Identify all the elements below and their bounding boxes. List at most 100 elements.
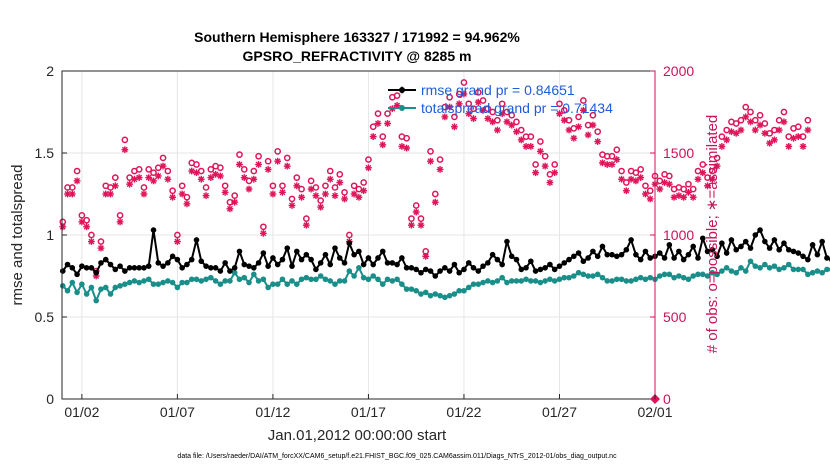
possible-obs-point	[264, 157, 272, 165]
possible-obs-point	[446, 93, 453, 101]
rmse-point	[738, 243, 744, 250]
assimilated-obs-point	[737, 126, 745, 134]
totalspread-point	[776, 266, 782, 273]
totalspread-point	[212, 278, 219, 284]
rmse-point	[203, 263, 209, 269]
rmse-point	[575, 250, 582, 256]
assimilated-obs-stroke	[336, 179, 343, 186]
rmse-point	[757, 227, 763, 233]
assimilated-obs-point	[259, 229, 267, 237]
assimilated-obs-stroke	[59, 223, 66, 230]
possible-obs-point	[551, 161, 559, 168]
assimilated-obs-stroke	[375, 120, 381, 127]
assimilated-obs-stroke	[461, 91, 467, 97]
assimilated-obs-point	[207, 174, 215, 181]
assimilated-obs-point	[570, 134, 578, 142]
possible-obs-point	[804, 116, 812, 124]
rmse-point	[260, 250, 267, 256]
possible-obs-point	[97, 238, 105, 245]
assimilated-obs-stroke	[508, 122, 515, 129]
rmse-point	[217, 268, 224, 274]
assimilated-obs-stroke	[709, 176, 716, 183]
possible-obs-point	[541, 152, 549, 160]
totalspread-point	[389, 278, 396, 284]
assimilated-obs-point	[369, 133, 377, 140]
totalspread-point	[279, 276, 286, 283]
totalspread-point	[680, 274, 687, 281]
possible-obs-point	[718, 133, 726, 140]
totalspread-point	[174, 284, 181, 291]
assimilated-obs-stroke	[503, 118, 510, 125]
assimilated-obs-stroke	[236, 161, 243, 168]
totalspread-point	[336, 278, 343, 284]
possible-obs-point	[250, 167, 258, 175]
assimilated-obs-point	[642, 190, 649, 198]
assimilated-obs-stroke	[64, 191, 71, 197]
totalspread-point	[470, 281, 477, 288]
rmse-point	[714, 253, 720, 260]
totalspread-point	[112, 284, 119, 291]
possible-obs-point	[298, 185, 305, 193]
totalspread-point	[585, 273, 591, 279]
assimilated-obs-point	[718, 143, 726, 150]
assimilated-obs-point	[565, 126, 573, 134]
assimilated-obs-stroke	[666, 181, 673, 188]
rmse-point	[227, 268, 233, 274]
assimilated-obs-point	[331, 192, 339, 200]
rmse-point	[805, 256, 811, 263]
assimilated-obs-point	[527, 143, 535, 150]
tick-label-x: 01/22	[446, 404, 481, 420]
possible-obs-point	[589, 111, 597, 119]
totalspread-point	[203, 276, 209, 283]
rmse-point	[504, 238, 510, 245]
possible-obs-point	[460, 79, 468, 86]
series-layer	[59, 79, 830, 404]
tick-label-right: 500	[663, 309, 687, 325]
rmse-point	[122, 268, 128, 274]
possible-obs-point	[274, 148, 282, 155]
rmse-point	[475, 268, 482, 274]
assimilated-obs-point	[202, 192, 210, 200]
totalspread-point	[64, 287, 71, 294]
totalspread-point	[633, 276, 639, 283]
assimilated-obs-point	[288, 202, 296, 209]
assimilated-obs-stroke	[714, 163, 721, 170]
possible-obs-point	[121, 136, 129, 144]
assimilated-obs-stroke	[728, 128, 735, 135]
bottom-axis: 01/02 01/07 01/12 01/17 01/22 01/27 02/01	[64, 394, 673, 420]
tick-label-left: 1.5	[35, 145, 55, 161]
totalspread-point	[465, 284, 472, 291]
rmse-point	[88, 265, 95, 271]
assimilated-obs-point	[579, 106, 587, 114]
rmse-point	[585, 255, 591, 261]
assimilated-obs-point	[713, 162, 721, 170]
assimilated-obs-point	[689, 193, 697, 201]
assimilated-obs-point	[341, 195, 348, 203]
legend-rmse-marker-dot	[399, 87, 405, 93]
assimilated-obs-stroke	[408, 222, 415, 229]
possible-obs-point	[288, 195, 296, 203]
rmse-point	[766, 245, 773, 251]
assimilated-obs-point	[317, 203, 325, 211]
possible-obs-point	[689, 185, 697, 193]
assimilated-obs-stroke	[250, 176, 257, 183]
assimilated-obs-point	[508, 121, 516, 129]
totalspread-point	[102, 284, 109, 291]
assimilated-obs-point	[231, 198, 239, 206]
rmse-point	[389, 260, 396, 266]
possible-obs-point	[608, 152, 616, 160]
totalspread-point	[227, 278, 233, 284]
assimilated-obs-stroke	[570, 135, 577, 142]
rmse-point	[332, 245, 338, 251]
possible-obs-point	[183, 193, 191, 201]
assimilated-obs-stroke	[742, 113, 749, 120]
totalspread-point	[747, 258, 754, 265]
assimilated-obs-stroke	[480, 107, 487, 114]
possible-obs-point	[580, 97, 587, 104]
left-axis: 0 0.5 1 1.5 2	[35, 63, 67, 407]
assimilated-obs-point	[360, 187, 368, 195]
assimilated-obs-stroke	[312, 192, 319, 199]
totalspread-point	[699, 271, 706, 278]
assimilated-obs-point	[221, 188, 229, 196]
assimilated-obs-point	[135, 174, 143, 181]
